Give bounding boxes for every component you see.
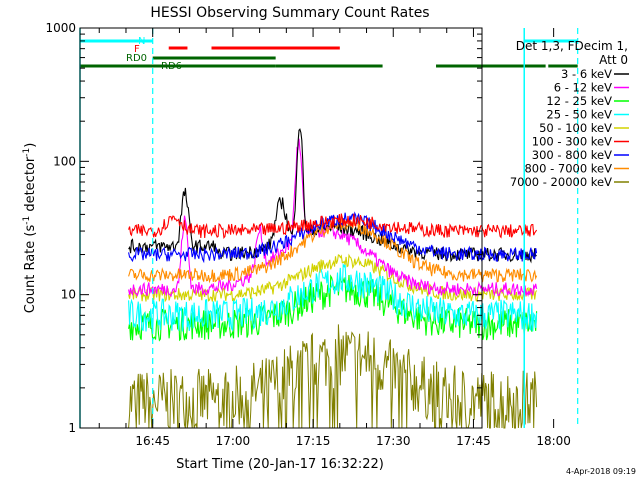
y-tick-label: 1000 [45,21,76,35]
footer-date: 4-Apr-2018 09:19 [566,467,636,476]
legend-label: 300 - 800 keV [532,148,612,162]
band-label-rd6: RD6 [161,61,182,72]
legend-label: 100 - 300 keV [532,135,612,149]
plot-frame [79,27,483,429]
x-tick-label: 16:45 [135,434,170,448]
y-tick-label: 1 [68,421,76,435]
y-tick-label: 10 [61,288,76,302]
x-tick-label: 18:00 [536,434,571,448]
x-tick-label: 17:45 [456,434,491,448]
legend-header-line1: Det 1,3, FDecim 1, [516,39,628,53]
x-tick-label: 17:30 [376,434,411,448]
legend-label: 25 - 50 keV [546,108,612,122]
legend-label: 6 - 12 keV [554,81,612,95]
legend-label: 12 - 25 keV [546,94,612,108]
series-line-100-300-kev [128,213,538,240]
x-axis: 16:45 17:00 17:15 17:30 17:45 18:00 [98,28,571,448]
legend-label: 50 - 100 keV [539,121,612,135]
series-line-7000-20000-kev [128,324,538,429]
x-axis-label: Start Time (20-Jan-17 16:32:22) [176,457,384,472]
chart-title: HESSI Observing Summary Count Rates [150,5,429,21]
y-axis-label: Count Rate (s-1 detector-1) [22,143,38,314]
legend-label: 7000 - 20000 keV [510,175,612,189]
series-line-3-6-kev [128,128,537,264]
series-group [128,128,538,429]
legend-header-line2: Att 0 [599,53,628,67]
legend-label: 3 - 6 keV [561,67,612,81]
x-tick-label: 17:15 [296,434,331,448]
y-tick-label: 100 [53,154,76,168]
series-line-50-100-kev [128,253,538,303]
band-label-n: N [138,36,145,47]
band-label-rd0: RD0 [126,53,147,64]
band-label-f: F [134,44,140,55]
y-axis: 1 10 100 1000 [45,21,482,435]
legend-label: 800 - 7000 keV [524,162,612,176]
series-line-25-50-kev [128,262,538,332]
x-tick-label: 17:00 [216,434,251,448]
